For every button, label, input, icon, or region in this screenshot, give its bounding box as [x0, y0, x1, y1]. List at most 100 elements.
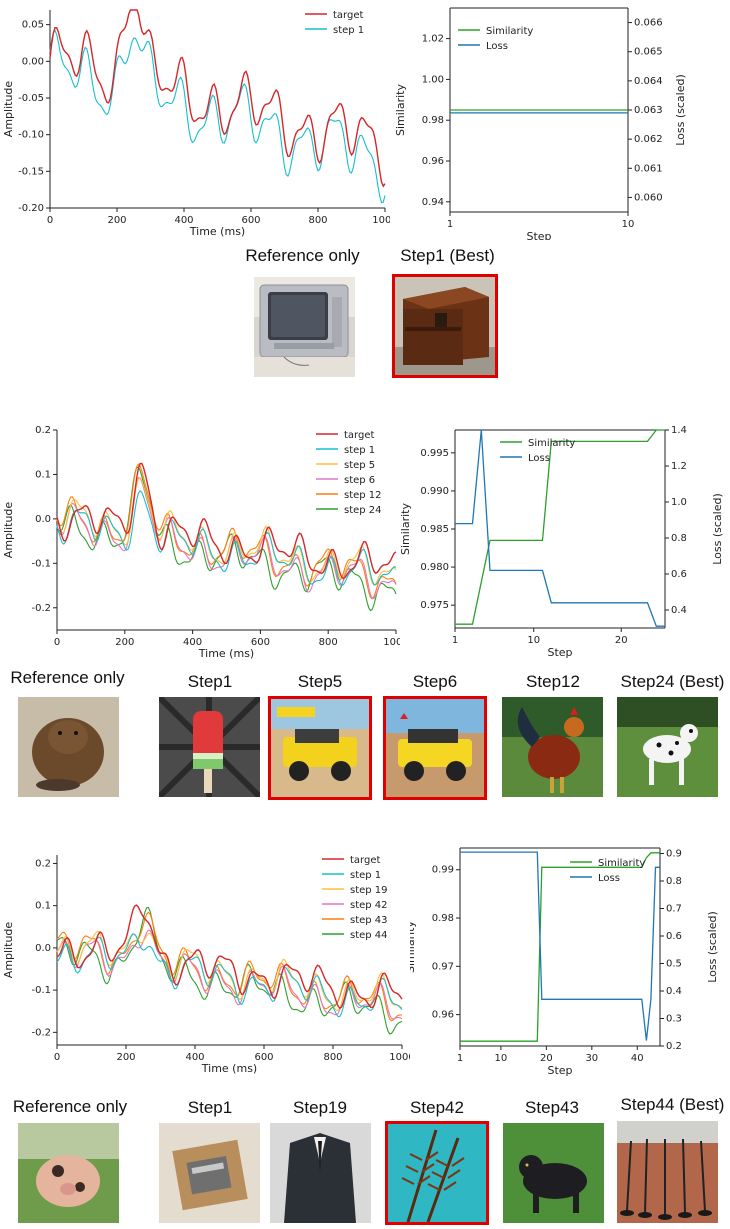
series-line-step-1 — [56, 933, 403, 1018]
legend-label: step 43 — [350, 915, 388, 926]
similarity-line — [455, 429, 665, 625]
caption-step1-2: Step1 — [187, 672, 233, 691]
x-tick-label: 10 — [622, 219, 635, 230]
x-tick-label: 600 — [254, 1052, 273, 1063]
x-tick-label: 200 — [115, 637, 134, 648]
legend-label: Similarity — [598, 858, 645, 869]
y2-tick-label: 0.061 — [634, 163, 663, 174]
y-tick-label: -0.2 — [31, 603, 51, 614]
caption-reference-1: Reference only — [245, 246, 360, 265]
x-tick-label: 1 — [452, 635, 458, 646]
series-line-target — [49, 9, 386, 188]
y-tick-label: 0.1 — [35, 469, 51, 480]
similarity-chart-1: 1 10 0.94 0.96 0.98 1.00 1.02 0.060 0.061 0.062 0.… — [390, 0, 730, 240]
y-tick-label: 0.98 — [432, 913, 454, 924]
y2-tick-label: 0.7 — [666, 904, 682, 915]
legend-label: Loss — [486, 41, 508, 52]
series-line-step-19 — [56, 930, 403, 1012]
y-axis-label: Amplitude — [2, 81, 15, 138]
x-tick-label: 200 — [116, 1052, 135, 1063]
y-tick-label: 0.2 — [35, 425, 51, 436]
caption-reference-2: Reference only — [10, 668, 125, 687]
thumb-step5-jeep — [268, 696, 372, 800]
legend-label: step 24 — [344, 505, 382, 516]
caption-step12-2: Step12 — [526, 672, 580, 691]
legend-label: step 5 — [344, 460, 375, 471]
jeep-desert-image — [386, 699, 484, 797]
x-tick-label: 600 — [251, 637, 270, 648]
thumb-step43-panther — [503, 1123, 604, 1223]
x-tick-label: 800 — [319, 637, 338, 648]
chest-image — [395, 277, 495, 375]
x-tick-label: 20 — [615, 635, 628, 646]
metal-detector-image — [617, 1121, 718, 1223]
caption-step43-3: Step43 — [525, 1098, 579, 1117]
thumb-reference-tv — [254, 277, 355, 377]
series-line-step-1 — [49, 29, 386, 204]
similarity-plot-2: 1 10 20 0.975 0.980 0.985 0.990 0.995 0.4 0.6 0.8 1… — [400, 425, 724, 659]
legend-label: Loss — [598, 873, 620, 884]
y-tick-label: 0.98 — [422, 115, 444, 126]
x-axis-label: Time (ms) — [198, 647, 254, 660]
y-axis-label: Similarity — [410, 921, 417, 973]
x-axis-label: Step — [547, 646, 572, 659]
thumb-step1-musicbox — [159, 1123, 260, 1223]
amplitude-chart-3: 0 200 400 600 800 1000 -0.2 -0.1 0.0 0.1 0.2 Time (… — [0, 845, 410, 1085]
similarity-plot-3: 1 10 20 30 40 0.96 0.97 0.98 0.99 0.2 0.3 0.4 0.5 0.6… — [410, 847, 719, 1077]
y-tick-label: 0.975 — [420, 600, 449, 611]
y-tick-label: 0.96 — [422, 156, 444, 167]
thumb-step19-suit — [270, 1123, 371, 1223]
y-tick-label: 0.995 — [420, 448, 449, 459]
y-tick-label: 0.97 — [432, 961, 454, 972]
y-tick-label: 0.94 — [422, 197, 444, 208]
y2-tick-label: 0.066 — [634, 18, 663, 29]
caption-step19-3: Step19 — [293, 1098, 347, 1117]
x-tick-label: 800 — [308, 215, 327, 226]
similarity-chart-2: 1 10 20 0.975 0.980 0.985 0.990 0.995 0.4 0.6 0.8 1… — [400, 420, 730, 660]
legend-label: Similarity — [486, 26, 533, 37]
y-tick-label: -0.10 — [18, 130, 44, 141]
x-tick-label: 400 — [174, 215, 193, 226]
y-tick-label: 0.2 — [35, 858, 51, 869]
music-box-image — [159, 1123, 260, 1223]
legend-label: target — [333, 10, 363, 21]
caption-step24-best-2: Step24 (Best) — [620, 672, 725, 691]
similarity-chart-3: 1 10 20 30 40 0.96 0.97 0.98 0.99 0.2 0.3 0.4 0.5 0.6… — [410, 840, 730, 1085]
x-tick-label: 800 — [323, 1052, 342, 1063]
y-axis-label: Amplitude — [2, 502, 15, 559]
x-tick-label: 0 — [54, 1052, 60, 1063]
x-tick-label: 30 — [585, 1053, 598, 1064]
legend-label: Similarity — [528, 438, 575, 449]
y-tick-label: -0.2 — [31, 1027, 51, 1038]
x-tick-label: 0 — [54, 637, 60, 648]
legend-label: step 1 — [333, 25, 364, 36]
y-tick-label: 1.00 — [422, 74, 444, 85]
legend-label: Loss — [528, 453, 550, 464]
y-tick-label: 1.02 — [422, 34, 444, 45]
series-line-target — [56, 904, 403, 1010]
x-tick-label: 200 — [107, 215, 126, 226]
caption-step5-2: Step5 — [297, 672, 343, 691]
y2-tick-label: 0.3 — [666, 1014, 682, 1025]
panther-image — [503, 1123, 604, 1223]
x-tick-label: 10 — [527, 635, 540, 646]
loss-line — [455, 429, 665, 627]
legend-label: target — [344, 430, 374, 441]
caption-step42-3: Step42 — [410, 1098, 464, 1117]
y2-tick-label: 0.6 — [671, 569, 687, 580]
series-line-step-24 — [56, 466, 397, 612]
x-tick-label: 40 — [631, 1053, 644, 1064]
y2-tick-label: 0.062 — [634, 134, 663, 145]
thumb-reference-beaver — [18, 697, 119, 797]
amplitude-plot-2: 0 200 400 600 800 1000 -0.2 -0.1 0.0 0.1 0.2 Time (… — [2, 425, 400, 660]
x-axis-label: Step — [547, 1064, 572, 1077]
caption-step1-3: Step1 — [187, 1098, 233, 1117]
x-tick-label: 20 — [540, 1053, 553, 1064]
x-axis-label: Step — [526, 230, 551, 240]
y-tick-label: -0.1 — [31, 558, 51, 569]
series-line-step-1 — [56, 490, 397, 586]
y-axis-label: Similarity — [394, 84, 407, 136]
tv-image — [254, 277, 355, 377]
x-tick-label: 1000 — [383, 637, 400, 648]
thumb-step44-metal-detectors — [617, 1121, 718, 1223]
